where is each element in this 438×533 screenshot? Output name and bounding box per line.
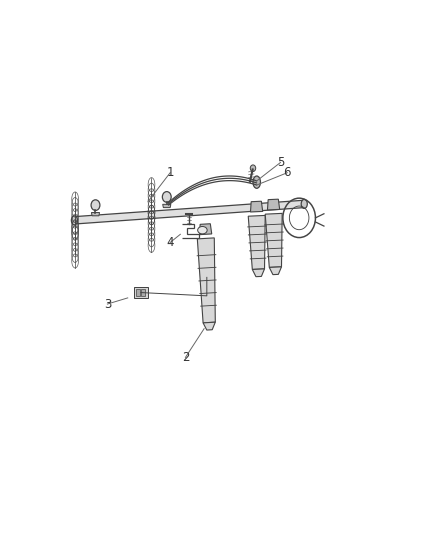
Polygon shape	[74, 200, 304, 224]
Polygon shape	[268, 199, 280, 210]
Circle shape	[162, 191, 171, 202]
Circle shape	[91, 200, 100, 211]
FancyBboxPatch shape	[134, 287, 148, 298]
Ellipse shape	[253, 176, 261, 188]
Polygon shape	[248, 215, 265, 270]
Polygon shape	[162, 204, 171, 207]
Polygon shape	[251, 201, 263, 212]
Polygon shape	[265, 213, 282, 268]
FancyBboxPatch shape	[136, 289, 140, 296]
Polygon shape	[200, 224, 212, 235]
Polygon shape	[269, 267, 282, 274]
Circle shape	[250, 165, 256, 172]
Ellipse shape	[71, 216, 78, 225]
Text: 5: 5	[277, 156, 284, 169]
Text: 4: 4	[166, 236, 174, 249]
Polygon shape	[92, 213, 99, 216]
Text: 6: 6	[283, 166, 291, 179]
Ellipse shape	[301, 199, 307, 208]
Polygon shape	[203, 322, 215, 330]
Polygon shape	[198, 238, 215, 323]
Ellipse shape	[198, 227, 207, 234]
FancyBboxPatch shape	[141, 289, 145, 296]
Text: 2: 2	[182, 351, 189, 364]
Text: 3: 3	[104, 297, 111, 311]
Polygon shape	[252, 269, 265, 277]
Text: 1: 1	[166, 166, 174, 179]
